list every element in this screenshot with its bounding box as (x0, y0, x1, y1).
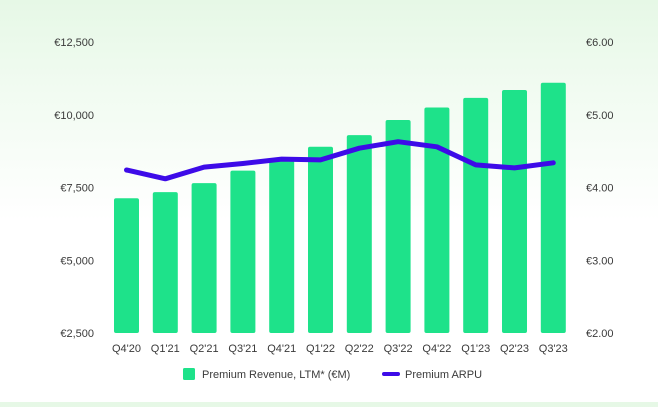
revenue-bar (114, 198, 139, 333)
revenue-bar (191, 183, 217, 333)
right-axis: €2.00 €3.00 €4.00 €5.00 €6.00 (586, 37, 614, 340)
left-axis-tick-label: €12,500 (54, 37, 94, 49)
x-axis-tick-label: Q1'21 (151, 343, 180, 355)
arpu-point (126, 169, 127, 171)
revenue-bar (346, 135, 372, 333)
arpu-point (203, 166, 205, 168)
bar-series (114, 82, 566, 334)
arpu-point (281, 158, 283, 160)
left-axis-tick-label: €7,500 (60, 183, 94, 195)
x-axis-tick-label: Q1'23 (461, 343, 490, 355)
x-axis-tick-label: Q3'23 (539, 343, 568, 355)
arpu-point (436, 146, 438, 148)
right-axis-tick-label: €3.00 (586, 255, 614, 267)
right-axis-tick-label: €4.00 (586, 183, 614, 195)
right-axis-tick-label: €5.00 (586, 110, 614, 122)
legend-label-arpu: Premium ARPU (405, 369, 482, 381)
arpu-point (164, 178, 166, 180)
arpu-point (397, 141, 399, 143)
x-axis-tick-label: Q4'21 (267, 343, 296, 355)
x-axis-tick-label: Q1'22 (306, 343, 335, 355)
right-axis-tick-label: €2.00 (586, 328, 614, 340)
revenue-bar (230, 170, 256, 333)
x-axis-tick-label: Q2'21 (190, 343, 219, 355)
x-axis-tick-label: Q2'22 (345, 343, 374, 355)
arpu-line (124, 139, 556, 182)
line-series (124, 139, 556, 182)
left-axis: €2,500 €5,000 €7,500 €10,000 €12,500 (54, 37, 94, 340)
revenue-bar (540, 82, 566, 334)
arpu-point (514, 167, 515, 169)
x-axis-tick-label: Q2'23 (500, 343, 529, 355)
revenue-bar (463, 97, 489, 333)
revenue-bar (308, 146, 333, 333)
left-axis-tick-label: €5,000 (60, 255, 94, 267)
x-axis: Q4'20 Q1'21 Q2'21 Q3'21 Q4'21 Q1'22 Q2'22 Q3'22… (112, 343, 568, 355)
revenue-bar (152, 192, 178, 333)
revenue-bar (269, 159, 295, 333)
revenue-bar (385, 119, 411, 333)
arpu-point (358, 147, 360, 149)
x-axis-tick-label: Q3'22 (384, 343, 413, 355)
x-axis-tick-label: Q4'22 (422, 343, 451, 355)
legend-label-revenue: Premium Revenue, LTM* (€M) (202, 369, 350, 381)
arpu-point (242, 162, 244, 164)
revenue-bar (502, 90, 527, 333)
right-axis-tick-label: €6.00 (586, 37, 614, 49)
left-axis-tick-label: €10,000 (54, 110, 94, 122)
revenue-bar (424, 107, 450, 333)
arpu-point (475, 164, 477, 166)
legend-swatch-revenue (183, 368, 195, 380)
x-axis-tick-label: Q4'20 (112, 343, 141, 355)
arpu-point (552, 162, 554, 164)
left-axis-tick-label: €2,500 (60, 328, 94, 340)
x-axis-tick-label: Q3'21 (228, 343, 257, 355)
legend: Premium Revenue, LTM* (€M) Premium ARPU (183, 368, 482, 381)
arpu-point (320, 159, 321, 161)
